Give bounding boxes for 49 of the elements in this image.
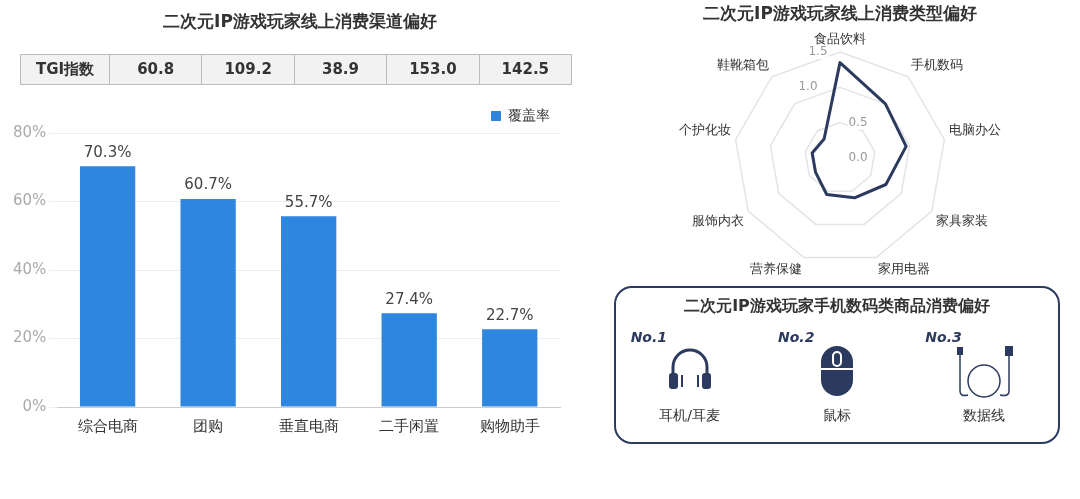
text: 55.7% [284,192,333,211]
text: 鼠标 [822,407,852,425]
spoke-label: 家具家装 [936,212,989,228]
legend-label: 覆盖率 [508,106,550,123]
x-tick-label: 二手闲置 [379,416,440,435]
spoke-label: 食品饮料 [814,30,866,46]
spoke-label: 营养保健 [750,261,803,277]
x-tick-label: 综合电商 [77,416,138,435]
y-tick-label: 80% [13,122,47,141]
chart-title: 二次元IP游戏玩家线上消费类型偏好 [703,2,977,23]
text: 22.7% [485,305,534,324]
bar [281,216,337,407]
chart-title: 二次元IP游戏玩家线上消费渠道偏好 [162,10,438,33]
text: 60.7% [184,175,232,194]
spoke-label: 手机数码 [911,56,964,72]
y-tick-label: 0.0 [848,150,868,165]
x-tick-label: 购物助手 [479,416,540,435]
x-tick-label: 垂直电商 [278,416,339,435]
text: No.3 [925,329,962,345]
text: No.2 [777,329,815,345]
bar [381,313,437,407]
x-tick-label: 团购 [193,416,224,435]
text: 142.5 [478,55,572,84]
text: 二次元IP游戏玩家手机数码类商品消费偏好 [683,296,991,317]
spoke-label: 个护化妆 [678,122,731,138]
text: 109.2 [201,55,294,84]
text: 27.4% [385,289,434,308]
bar [180,199,236,407]
bar [79,166,136,407]
y-tick-label: 40% [13,259,47,278]
spoke-label: 家用电器 [877,261,930,277]
y-tick-label: 0% [22,396,47,415]
text: 153.0 [386,55,479,84]
y-tick-label: 0.5 [848,114,868,129]
spoke-label: 鞋靴箱包 [716,56,769,72]
spoke-label: 服饰内衣 [691,212,744,228]
text: No.1 [630,329,668,345]
y-tick-label: 1.0 [798,79,818,94]
text: 60.8 [109,55,202,84]
text: 38.9 [293,55,387,84]
y-tick-label: 20% [13,328,47,347]
y-tick-label: 1.5 [808,44,828,59]
text: 耳机/耳麦 [658,407,721,425]
spoke-label: 电脑办公 [949,122,1002,138]
text: 70.3% [83,142,132,161]
text: 数据线 [962,407,1007,425]
y-tick-label: 60% [13,191,47,210]
text: TGI指数 [34,59,96,80]
bar [482,329,538,407]
